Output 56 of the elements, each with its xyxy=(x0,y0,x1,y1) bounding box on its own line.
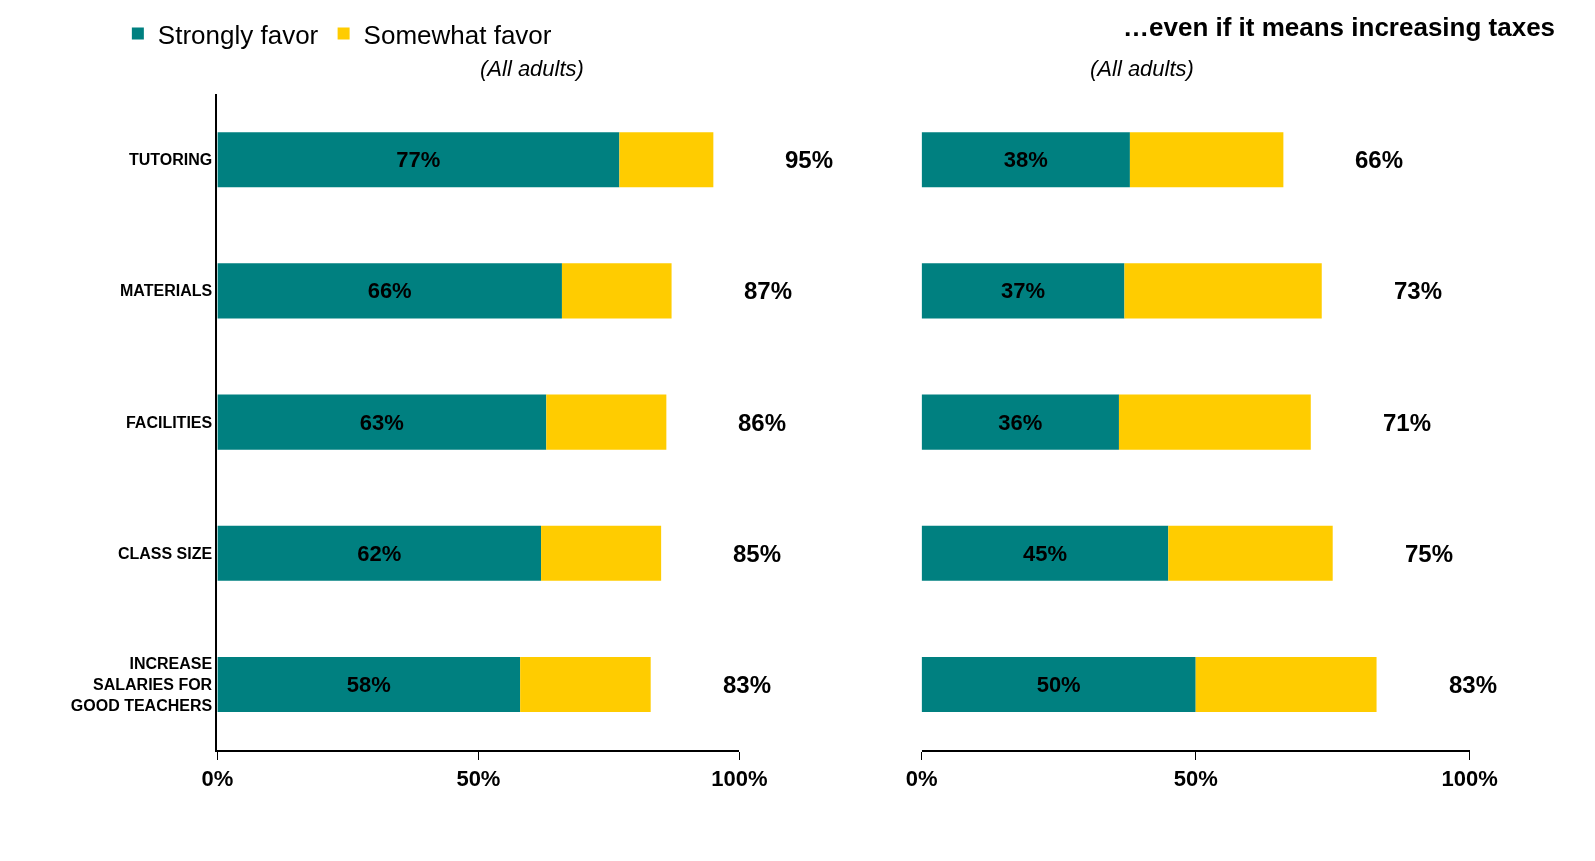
bar xyxy=(921,394,1119,450)
data-label: 36% xyxy=(998,409,1043,435)
y-tick-label: MATERIALS xyxy=(120,282,213,300)
total-label: 85% xyxy=(733,540,782,567)
legend-label: Somewhat favor xyxy=(363,19,552,50)
bar xyxy=(217,656,521,713)
data-label: 62% xyxy=(357,540,402,566)
bar xyxy=(217,394,547,450)
data-label: 38% xyxy=(1003,147,1048,173)
bar xyxy=(217,263,562,319)
x-tick-label: 50% xyxy=(1173,766,1218,792)
total-label: 66% xyxy=(1355,146,1404,173)
bar xyxy=(1168,525,1333,581)
bar xyxy=(921,263,1125,319)
bar xyxy=(1129,132,1284,188)
bar xyxy=(561,263,672,319)
bar xyxy=(520,656,651,713)
bar xyxy=(217,132,620,188)
bar xyxy=(1195,656,1377,713)
y-tick-label: TUTORING xyxy=(128,151,213,169)
data-label: 37% xyxy=(1001,278,1046,304)
data-label: 77% xyxy=(396,147,441,173)
bar xyxy=(1124,263,1322,319)
data-label: 63% xyxy=(359,409,404,435)
total-label: 83% xyxy=(723,671,772,698)
chart-title: …even if it means increasing taxes xyxy=(1123,12,1556,42)
y-tick-label: INCREASE SALARIES FOR GOOD TEACHERS xyxy=(70,655,213,714)
total-label: 86% xyxy=(738,409,787,436)
total-label: 73% xyxy=(1394,277,1443,304)
bar xyxy=(541,525,662,581)
bar xyxy=(921,656,1196,713)
bar xyxy=(921,525,1169,581)
data-label: 45% xyxy=(1022,540,1067,566)
data-label: 66% xyxy=(367,278,412,304)
total-label: 95% xyxy=(785,146,834,173)
data-label: 50% xyxy=(1036,671,1081,697)
bar xyxy=(546,394,667,450)
bar xyxy=(619,132,714,188)
y-tick-label: CLASS SIZE xyxy=(117,544,213,562)
bar xyxy=(217,525,542,581)
total-label: 87% xyxy=(744,277,793,304)
data-label: 58% xyxy=(346,671,391,697)
bar xyxy=(921,132,1130,188)
total-label: 83% xyxy=(1449,671,1498,698)
x-tick-label: 50% xyxy=(456,766,501,792)
x-tick-label: 0% xyxy=(905,766,938,792)
total-label: 71% xyxy=(1383,409,1432,436)
bar xyxy=(1118,394,1311,450)
x-tick-label: 0% xyxy=(201,766,234,792)
x-tick-label: 100% xyxy=(1441,766,1498,792)
chart-subtitle: (All adults) xyxy=(480,56,584,81)
x-tick-label: 100% xyxy=(711,766,768,792)
chart-subtitle: (All adults) xyxy=(1090,56,1194,81)
legend-label: Strongly favor xyxy=(157,19,319,50)
total-label: 75% xyxy=(1405,540,1454,567)
y-tick-label: FACILITIES xyxy=(125,413,213,431)
